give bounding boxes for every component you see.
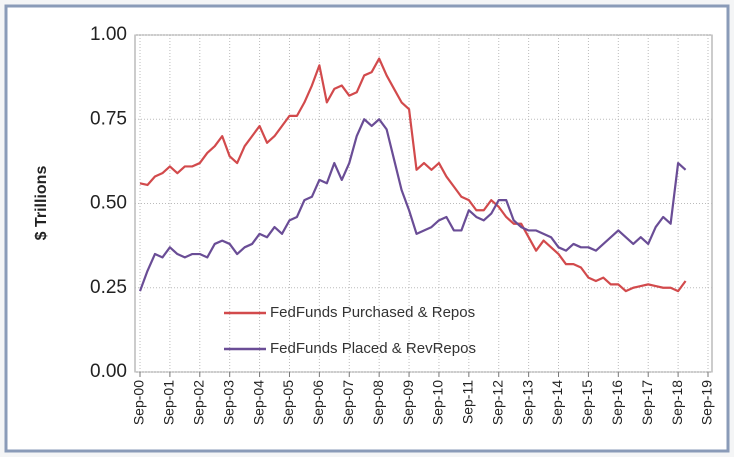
y-tick-label: 0.50 [90,193,127,214]
series-line [138,118,687,292]
x-tick-label: Sep-09 [400,380,416,425]
x-tick-label: Sep-02 [190,380,206,425]
x-tick-label: Sep-08 [370,380,386,425]
x-tick-label: Sep-05 [280,380,296,425]
y-tick-label: 0.00 [90,361,127,382]
x-tick-label: Sep-14 [549,380,565,425]
x-tick-label: Sep-07 [340,380,356,425]
x-tick-label: Sep-06 [310,380,326,425]
y-tick-label: 1.00 [90,24,127,45]
x-tick-label: Sep-15 [579,380,595,425]
legend-label: FedFunds Placed & RevRepos [270,340,476,357]
x-tick-label: Sep-13 [519,380,535,425]
x-tick-label: Sep-12 [489,380,505,425]
legend-label: FedFunds Purchased & Repos [270,304,475,321]
x-tick-label: Sep-00 [131,380,147,425]
x-tick-label: Sep-19 [699,380,715,425]
x-tick-label: Sep-16 [609,380,625,425]
series-line [139,57,687,293]
x-tick-label: Sep-10 [430,380,446,425]
x-tick-label: Sep-03 [220,380,236,425]
x-tick-label: Sep-04 [250,380,266,425]
x-tick-label: Sep-18 [669,380,685,425]
y-axis-label: $ Trillions [33,166,50,241]
x-tick-label: Sep-17 [639,380,655,425]
x-tick-label: Sep-01 [161,380,177,425]
x-tick-label: Sep-11 [460,380,476,424]
y-tick-label: 0.75 [90,108,127,129]
y-tick-label: 0.25 [90,277,127,298]
